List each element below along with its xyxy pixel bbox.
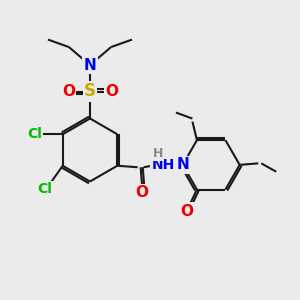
Text: O: O bbox=[136, 185, 149, 200]
Text: N: N bbox=[84, 58, 96, 73]
Text: N: N bbox=[176, 157, 189, 172]
Text: O: O bbox=[62, 84, 75, 99]
Text: Cl: Cl bbox=[27, 127, 42, 141]
Text: O: O bbox=[180, 204, 193, 219]
Text: Cl: Cl bbox=[37, 182, 52, 196]
Text: O: O bbox=[105, 84, 118, 99]
Text: H: H bbox=[153, 147, 163, 160]
Text: S: S bbox=[84, 82, 96, 100]
Text: NH: NH bbox=[152, 158, 175, 172]
